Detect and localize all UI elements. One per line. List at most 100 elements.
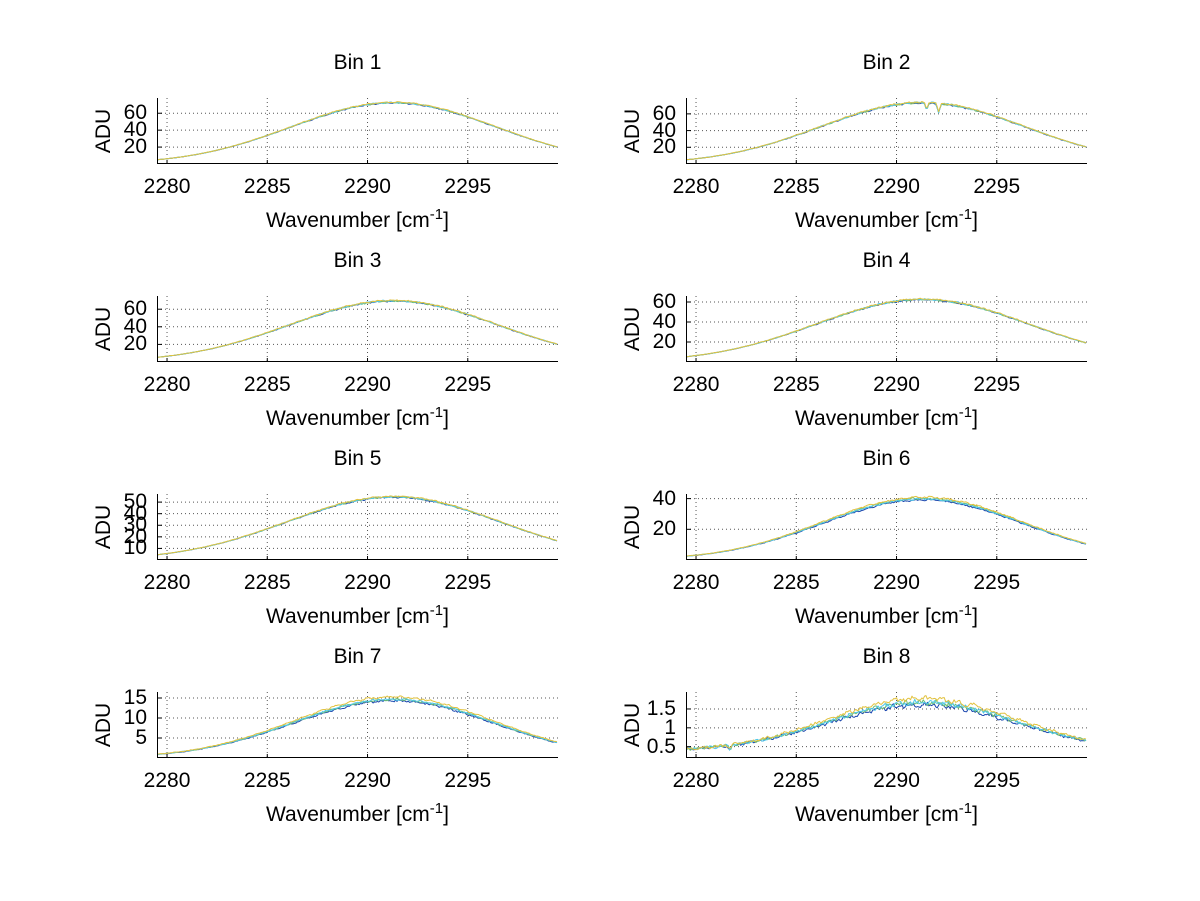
x-tick-label: 2285	[243, 571, 291, 594]
spectrum-line-yellow	[157, 299, 558, 358]
subplot-title: Bin 3	[333, 249, 382, 272]
y-tick-label: 1.5	[646, 696, 676, 720]
x-tick-label: 2280	[672, 373, 720, 396]
y-tick-label: 1	[664, 715, 676, 739]
y-tick-label: 30	[123, 513, 147, 537]
y-tick-label: 20	[123, 524, 147, 548]
x-axis-label-text: Wavenumber [cm	[795, 407, 959, 430]
subplot-title: Bin 4	[862, 249, 911, 272]
x-axis-label-text: Wavenumber [cm	[795, 605, 959, 628]
spectrum-line-yellow	[686, 297, 1087, 358]
x-tick-label: 2295	[973, 571, 1021, 594]
spectrum-line-blue	[157, 699, 558, 755]
subplot-title: Bin 8	[862, 645, 911, 668]
y-tick-label: 10	[123, 536, 147, 560]
subplot-title: Bin 2	[862, 51, 911, 74]
x-tick-label: 2290	[344, 571, 391, 594]
spectrum-line-blue	[686, 298, 1087, 358]
x-tick-label: 2295	[444, 175, 492, 198]
y-tick-label: 20	[652, 330, 676, 353]
subplot-bin-1-plot	[157, 98, 558, 164]
x-tick-label: 2295	[973, 373, 1021, 396]
x-axis-label: Wavenumber [cm-1]	[157, 404, 558, 434]
subplot-title: Bin 1	[333, 51, 382, 74]
y-tick-label: 20	[123, 135, 147, 159]
subplot-title: Bin 7	[333, 645, 382, 668]
spectrum-line-yellow	[686, 101, 1087, 161]
spectrum-line-cyan	[157, 101, 558, 161]
x-axis-label-text: Wavenumber [cm	[266, 209, 430, 232]
spectrum-line-blue	[686, 102, 1087, 161]
x-tick-label: 2295	[444, 769, 492, 792]
y-tick-label: 60	[652, 101, 676, 125]
y-tick-label: 40	[652, 486, 676, 510]
x-axis-label-superscript: -1	[429, 800, 444, 817]
x-tick-label: 2295	[973, 769, 1021, 792]
x-axis-label-close: ]	[972, 209, 978, 232]
x-tick-label: 2285	[243, 175, 291, 198]
x-tick-label: 2280	[672, 769, 720, 792]
x-tick-label: 2280	[672, 175, 720, 198]
x-axis-label-text: Wavenumber [cm	[795, 803, 959, 826]
x-axis-label-close: ]	[443, 605, 449, 628]
x-axis-label-close: ]	[972, 407, 978, 430]
x-axis-label-text: Wavenumber [cm	[266, 605, 430, 628]
x-axis-label-text: Wavenumber [cm	[266, 407, 430, 430]
spectrum-line-green	[157, 698, 558, 755]
x-tick-label: 2280	[143, 769, 191, 792]
y-tick-label: 60	[652, 290, 676, 313]
x-tick-label: 2290	[873, 373, 920, 396]
x-tick-label: 2290	[344, 373, 391, 396]
x-axis-label-close: ]	[443, 209, 449, 232]
y-tick-label: 60	[123, 297, 147, 321]
y-tick-label: 50	[123, 490, 147, 514]
x-tick-label: 2280	[672, 571, 720, 594]
x-axis-label-close: ]	[972, 605, 978, 628]
x-tick-label: 2295	[444, 373, 492, 396]
spectrum-line-yellow	[686, 695, 1087, 751]
subplot-title: Bin 6	[862, 447, 911, 470]
x-tick-label: 2280	[143, 571, 191, 594]
spectrum-line-green	[157, 101, 558, 161]
spectrum-line-blue	[157, 101, 558, 161]
x-tick-label: 2280	[143, 175, 191, 198]
subplot-bin-7-plot	[157, 692, 558, 758]
x-tick-label: 2290	[344, 175, 391, 198]
subplot-bin-6-plot	[686, 494, 1087, 560]
x-axis-label-close: ]	[972, 803, 978, 826]
x-axis-label: Wavenumber [cm-1]	[157, 206, 558, 236]
subplot-bin-2-plot	[686, 98, 1087, 164]
y-tick-label: 5	[135, 726, 147, 749]
y-tick-label: 40	[123, 118, 147, 142]
y-tick-label: 40	[652, 118, 676, 142]
spectrum-line-cyan	[157, 697, 558, 756]
spectrum-line-yellow	[157, 695, 558, 755]
x-axis-label-superscript: -1	[429, 206, 444, 223]
x-axis-label-superscript: -1	[958, 206, 973, 223]
x-axis-label: Wavenumber [cm-1]	[686, 404, 1087, 434]
subplot-title: Bin 5	[333, 447, 382, 470]
spectrum-line-yellow	[686, 495, 1087, 557]
x-tick-label: 2290	[344, 769, 391, 792]
y-tick-label: 20	[123, 332, 147, 356]
x-axis-label-superscript: -1	[429, 602, 444, 619]
x-axis-label: Wavenumber [cm-1]	[157, 800, 558, 830]
subplot-bin-8-plot	[686, 692, 1087, 758]
spectrum-line-green	[686, 298, 1087, 358]
y-tick-label: 40	[652, 310, 676, 333]
x-axis-label-superscript: -1	[958, 800, 973, 817]
x-axis-label: Wavenumber [cm-1]	[157, 602, 558, 632]
x-tick-label: 2285	[243, 373, 291, 396]
subplot-bin-3-plot	[157, 296, 558, 362]
y-tick-label: 20	[652, 135, 676, 159]
y-tick-label: 15	[123, 686, 147, 709]
x-tick-label: 2285	[772, 373, 820, 396]
subplot-bin-5-plot	[157, 494, 558, 560]
x-tick-label: 2285	[772, 571, 820, 594]
x-axis-label: Wavenumber [cm-1]	[686, 602, 1087, 632]
x-axis-label-superscript: -1	[958, 404, 973, 421]
y-tick-label: 40	[123, 314, 147, 338]
spectrum-line-green	[686, 101, 1087, 161]
spectrum-line-yellow	[157, 495, 558, 556]
x-tick-label: 2295	[973, 175, 1021, 198]
